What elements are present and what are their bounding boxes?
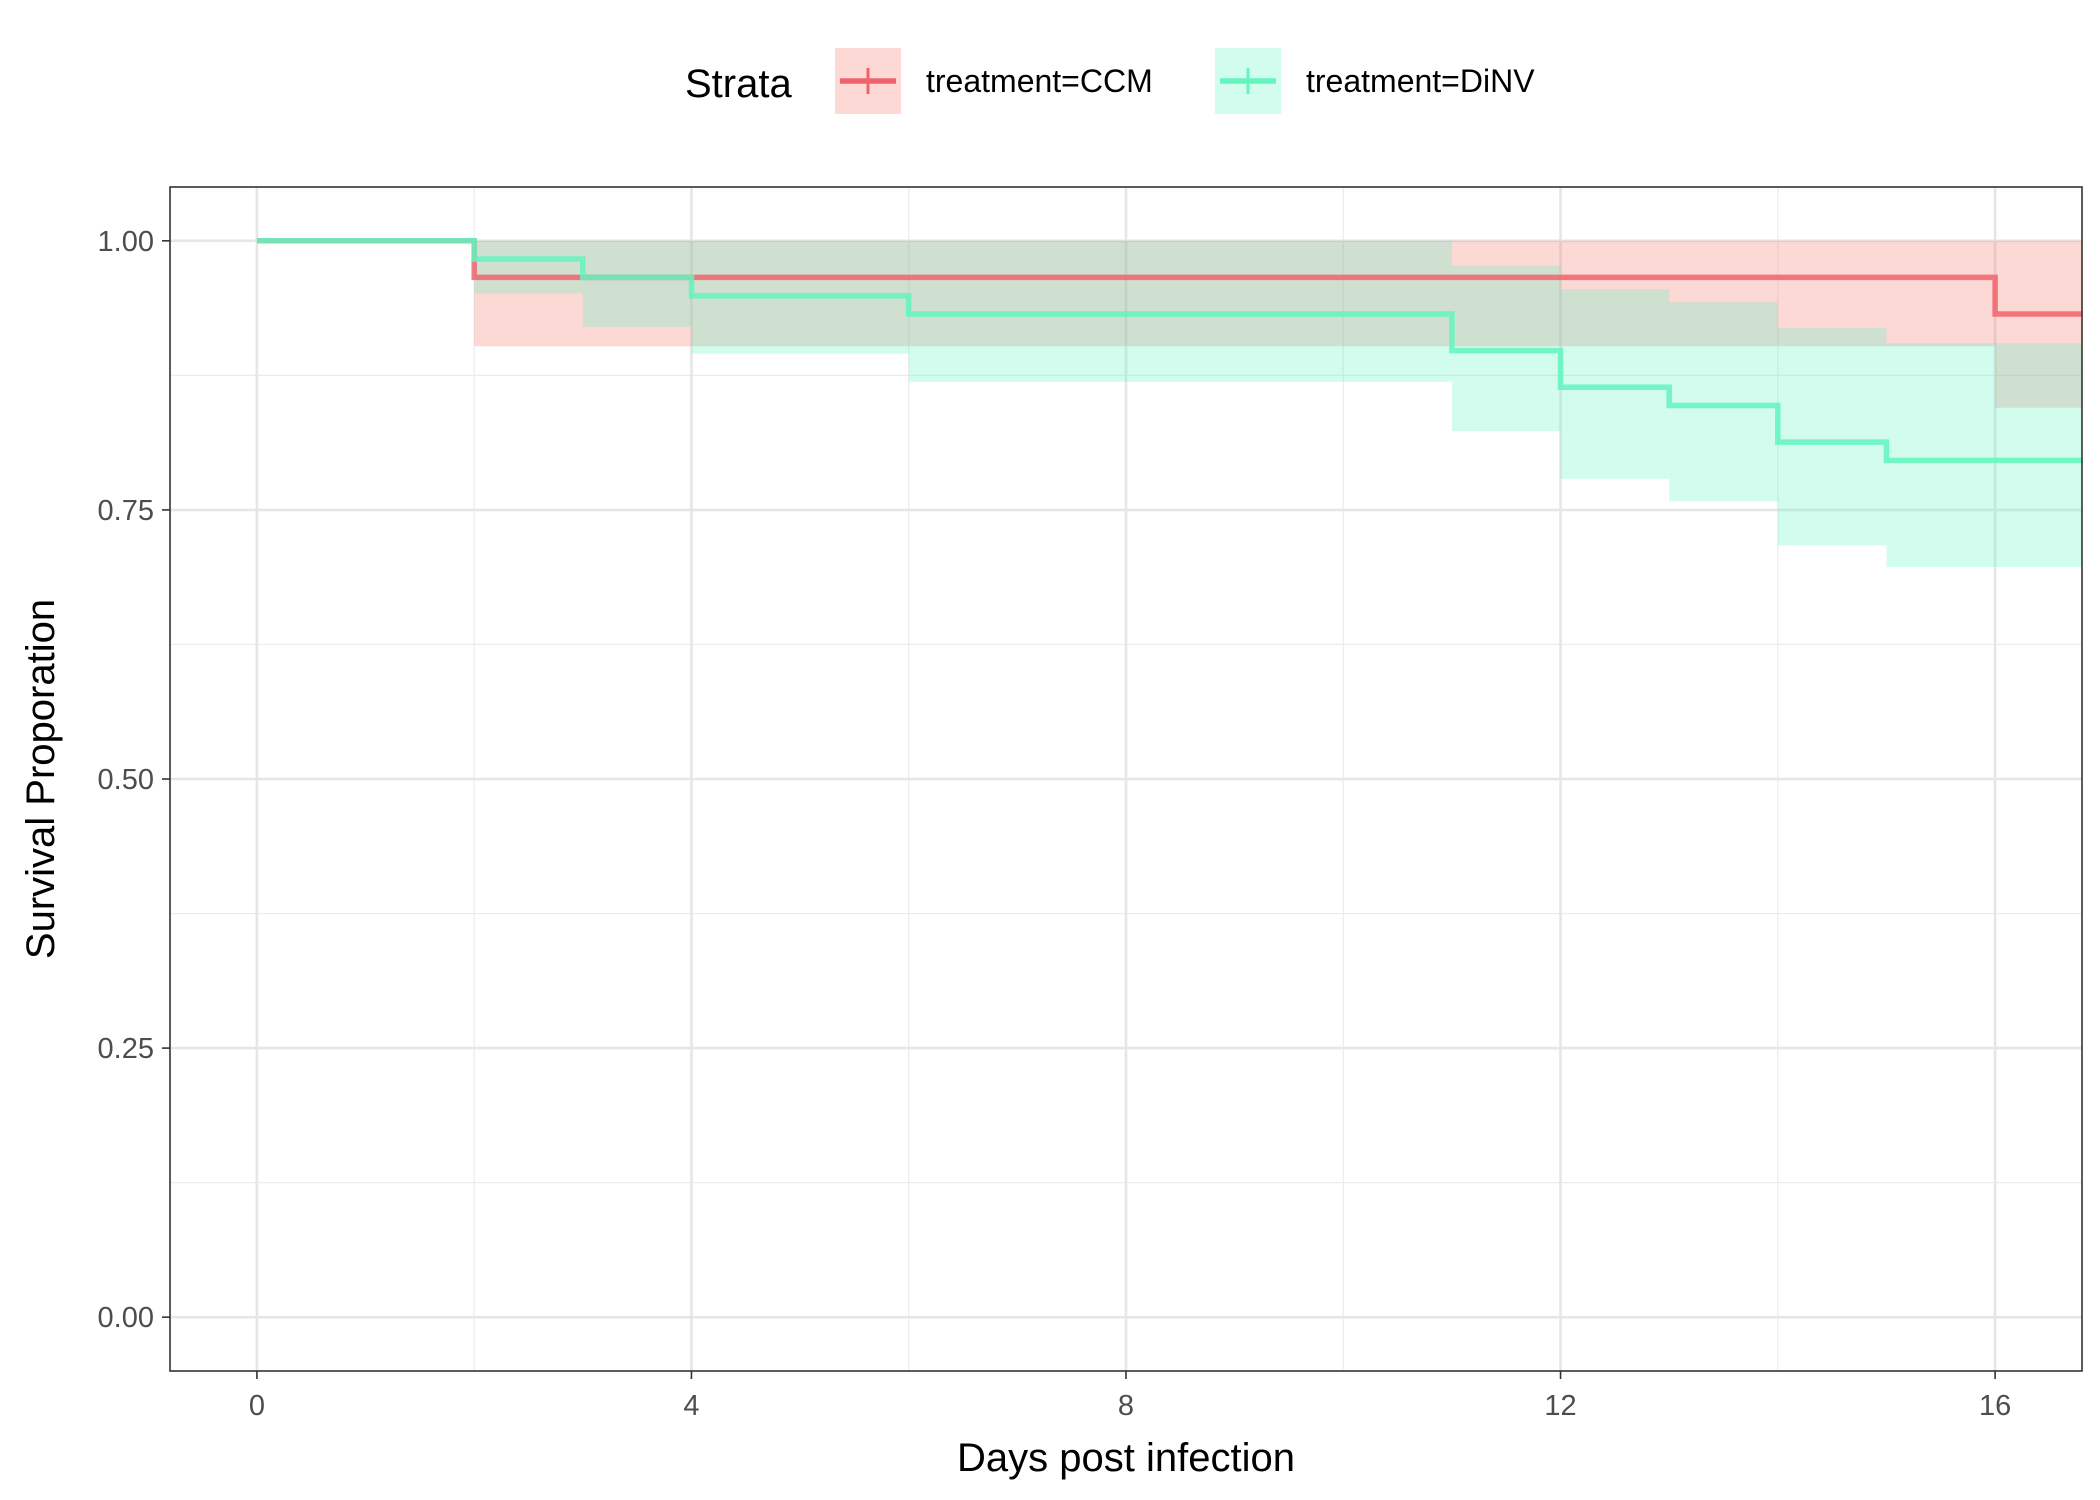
x-axis-title: Days post infection [957, 1436, 1295, 1480]
confidence-bands [256, 240, 2082, 568]
confidence-band-1 [256, 240, 2082, 568]
x-tick-label: 12 [1544, 1390, 1576, 1422]
y-tick-label: 0.00 [98, 1302, 154, 1334]
legend-title: Strata [685, 62, 792, 106]
grid-major [170, 187, 2082, 1371]
y-axis: 0.00 0.25 0.50 0.75 1.00 [98, 226, 170, 1334]
y-tick-label: 0.75 [98, 495, 154, 527]
y-tick-label: 0.50 [98, 764, 154, 796]
legend-item-0: treatment=CCM [835, 48, 1153, 114]
x-tick-label: 8 [1118, 1390, 1134, 1422]
survival-line-1 [256, 238, 2082, 464]
confidence-band-0 [256, 240, 2082, 408]
x-tick-label: 0 [249, 1390, 265, 1422]
x-tick-label: 16 [1979, 1390, 2011, 1422]
y-axis-title: Survival Proporation [19, 599, 63, 959]
survival-curves [256, 238, 2082, 464]
y-tick-label: 1.00 [98, 226, 154, 258]
legend: Strata treatment=CCM treatment=DiNV [685, 48, 1535, 114]
legend-label: treatment=CCM [926, 63, 1153, 99]
x-tick-label: 4 [683, 1390, 699, 1422]
legend-item-1: treatment=DiNV [1215, 48, 1535, 114]
y-tick-label: 0.25 [98, 1033, 154, 1065]
legend-label: treatment=DiNV [1306, 63, 1535, 99]
x-axis: 0 4 8 12 16 [249, 1371, 2011, 1422]
